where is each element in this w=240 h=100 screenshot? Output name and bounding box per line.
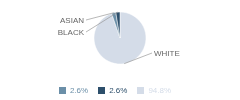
- html-text:2.6%: 2.6%: [109, 86, 128, 95]
- html-text:94.8%: 94.8%: [148, 86, 172, 95]
- svg-text:ASIAN: ASIAN: [60, 16, 84, 25]
- svg-text:BLACK: BLACK: [58, 28, 85, 37]
- html-text:2.6%: 2.6%: [69, 86, 89, 95]
- svg-text:WHITE: WHITE: [154, 49, 180, 58]
